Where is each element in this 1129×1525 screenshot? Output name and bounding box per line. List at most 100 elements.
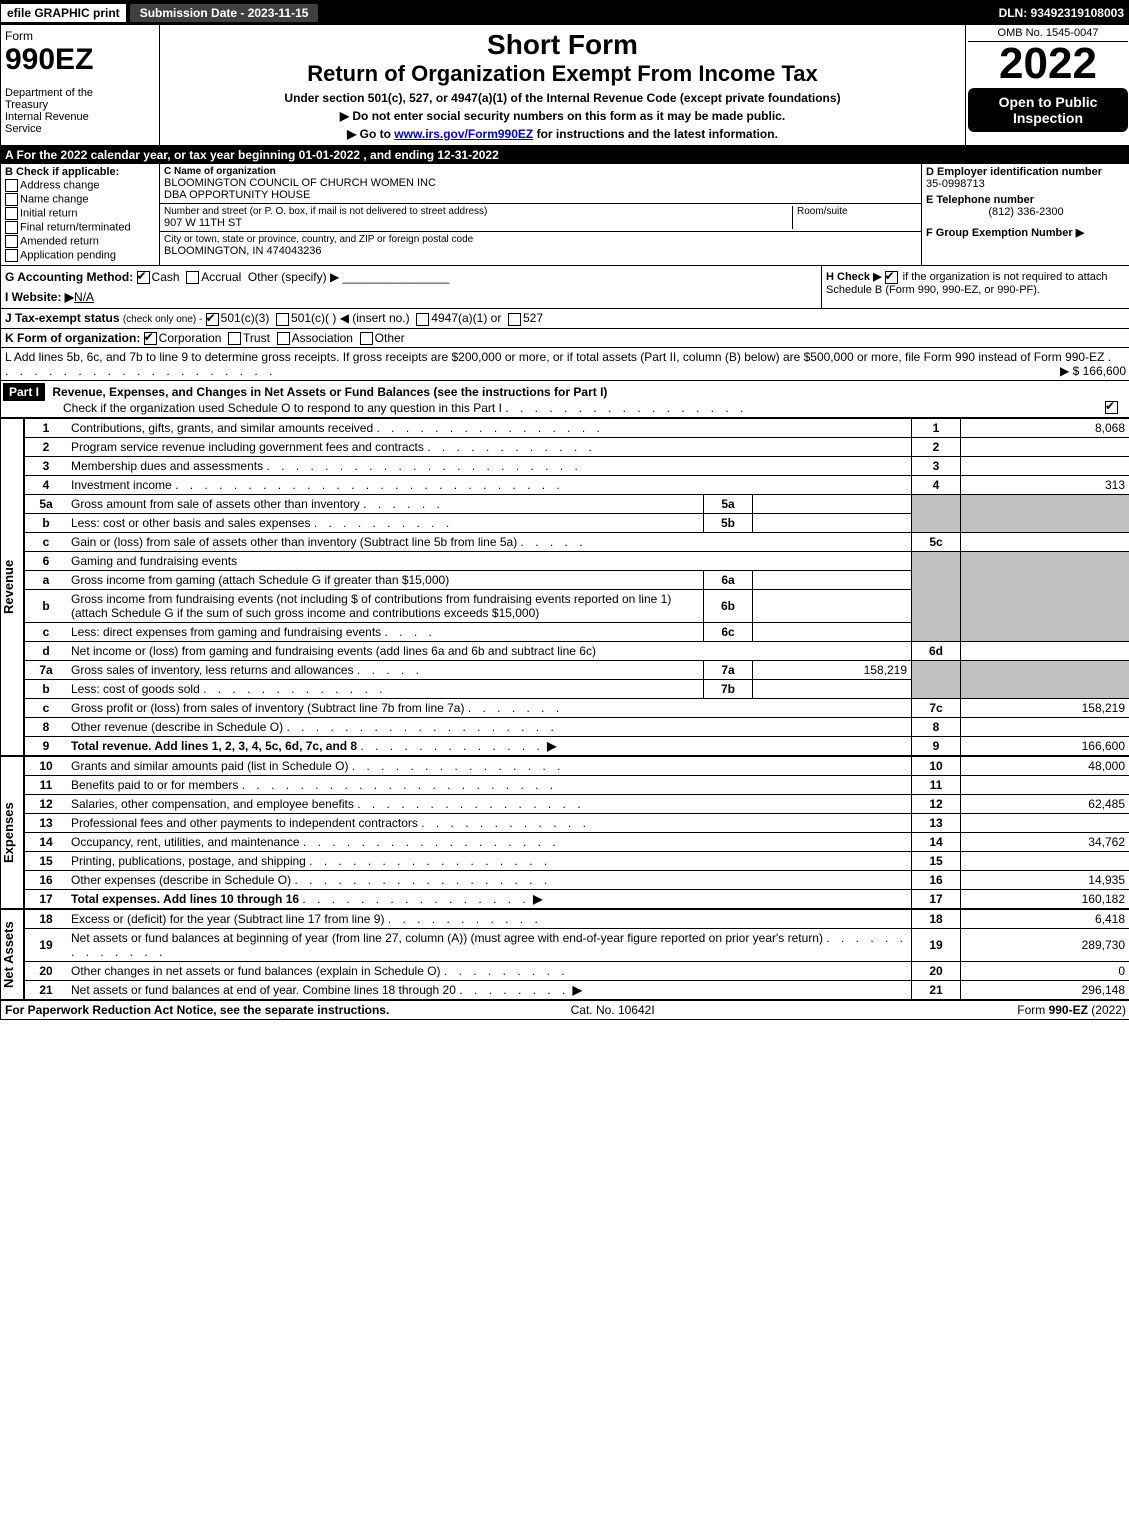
- expenses-section: Expenses 10Grants and similar amounts pa…: [1, 756, 1129, 909]
- line-7a: 7aGross sales of inventory, less returns…: [25, 660, 1129, 679]
- line-14: 14Occupancy, rent, utilities, and mainte…: [25, 832, 1129, 851]
- b-label: B Check if applicable:: [5, 166, 155, 178]
- header-right: OMB No. 1545-0047 2022 Open to Public In…: [965, 25, 1129, 145]
- city-state-zip: BLOOMINGTON, IN 474043236: [164, 245, 917, 257]
- part1-header-row: Part I Revenue, Expenses, and Changes in…: [1, 381, 1129, 418]
- irs-link[interactable]: www.irs.gov/Form990EZ: [394, 127, 533, 141]
- section-b: B Check if applicable: Address change Na…: [1, 164, 160, 265]
- check-corporation[interactable]: [144, 332, 157, 345]
- check-accrual[interactable]: [186, 271, 199, 284]
- check-501c3[interactable]: [206, 313, 219, 326]
- check-other-org[interactable]: [360, 332, 373, 345]
- section-def: D Employer identification number 35-0998…: [921, 164, 1129, 265]
- efile-print-label[interactable]: efile GRAPHIC print: [1, 4, 126, 22]
- line-3: 3Membership dues and assessments . . . .…: [25, 456, 1129, 475]
- form-number: 990EZ: [5, 43, 155, 77]
- line-4: 4Investment income . . . . . . . . . . .…: [25, 475, 1129, 494]
- line-6: 6Gaming and fundraising events: [25, 551, 1129, 570]
- check-name-change[interactable]: Name change: [5, 193, 155, 206]
- row-k: K Form of organization: Corporation Trus…: [1, 329, 1129, 348]
- part1-title: Revenue, Expenses, and Changes in Net As…: [48, 383, 611, 401]
- form-990ez-page: efile GRAPHIC print Submission Date - 20…: [0, 0, 1129, 1020]
- line-17: 17Total expenses. Add lines 10 through 1…: [25, 889, 1129, 908]
- check-association[interactable]: [277, 332, 290, 345]
- check-final-return[interactable]: Final return/terminated: [5, 221, 155, 234]
- org-name-block: C Name of organization BLOOMINGTON COUNC…: [160, 164, 921, 204]
- row-h: H Check ▶ if the organization is not req…: [821, 266, 1129, 308]
- form-title-2: Return of Organization Exempt From Incom…: [164, 61, 961, 87]
- row-gh: G Accounting Method: Cash Accrual Other …: [1, 266, 1129, 309]
- line-1: 1Contributions, gifts, grants, and simil…: [25, 418, 1129, 437]
- f-label: F Group Exemption Number ▶: [926, 226, 1126, 239]
- line-6d: dNet income or (loss) from gaming and fu…: [25, 641, 1129, 660]
- submission-date-label: Submission Date - 2023-11-15: [130, 4, 319, 22]
- form-word: Form: [5, 29, 155, 43]
- header-middle: Short Form Return of Organization Exempt…: [160, 25, 965, 145]
- catalog-number: Cat. No. 10642I: [571, 1003, 655, 1017]
- section-bcdef: B Check if applicable: Address change Na…: [1, 164, 1129, 266]
- e-label: E Telephone number: [926, 194, 1126, 206]
- top-bar: efile GRAPHIC print Submission Date - 20…: [1, 1, 1129, 25]
- row-j: J Tax-exempt status (check only one) - 5…: [1, 309, 1129, 328]
- open-to-public-label: Open to Public Inspection: [968, 88, 1128, 132]
- revenue-table: 1Contributions, gifts, grants, and simil…: [24, 418, 1129, 756]
- line-12: 12Salaries, other compensation, and empl…: [25, 794, 1129, 813]
- line-5a: 5aGross amount from sale of assets other…: [25, 494, 1129, 513]
- paperwork-notice: For Paperwork Reduction Act Notice, see …: [5, 1003, 389, 1017]
- check-4947[interactable]: [416, 313, 429, 326]
- line-9: 9Total revenue. Add lines 1, 2, 3, 4, 5c…: [25, 736, 1129, 755]
- expenses-tab: Expenses: [1, 756, 24, 909]
- check-amended-return[interactable]: Amended return: [5, 235, 155, 248]
- org-dba: DBA OPPORTUNITY HOUSE: [164, 189, 917, 201]
- phone-value: (812) 336-2300: [926, 206, 1126, 218]
- row-l: L Add lines 5b, 6c, and 7b to line 9 to …: [1, 348, 1129, 381]
- form-header: Form 990EZ Department of theTreasuryInte…: [1, 25, 1129, 146]
- check-cash[interactable]: [137, 271, 150, 284]
- check-schedule-o[interactable]: [1105, 401, 1118, 414]
- check-527[interactable]: [508, 313, 521, 326]
- line-19: 19Net assets or fund balances at beginni…: [25, 928, 1129, 961]
- check-trust[interactable]: [228, 332, 241, 345]
- line-8: 8Other revenue (describe in Schedule O) …: [25, 717, 1129, 736]
- line-2: 2Program service revenue including gover…: [25, 437, 1129, 456]
- form-subtitle-1: Under section 501(c), 527, or 4947(a)(1)…: [164, 91, 961, 105]
- line-18: 18Excess or (deficit) for the year (Subt…: [25, 909, 1129, 928]
- page-footer: For Paperwork Reduction Act Notice, see …: [1, 1000, 1129, 1019]
- form-subtitle-2: ▶ Do not enter social security numbers o…: [164, 109, 961, 123]
- row-g: G Accounting Method: Cash Accrual Other …: [1, 266, 821, 308]
- gross-receipts-amount: ▶ $ 166,600: [1060, 364, 1126, 378]
- expenses-table: 10Grants and similar amounts paid (list …: [24, 756, 1129, 909]
- line-10: 10Grants and similar amounts paid (list …: [25, 756, 1129, 775]
- revenue-tab: Revenue: [1, 418, 24, 756]
- section-c: C Name of organization BLOOMINGTON COUNC…: [160, 164, 921, 265]
- form-subtitle-3: ▶ Go to www.irs.gov/Form990EZ for instru…: [164, 127, 961, 141]
- line-20: 20Other changes in net assets or fund ba…: [25, 961, 1129, 980]
- line-15: 15Printing, publications, postage, and s…: [25, 851, 1129, 870]
- ein-value: 35-0998713: [926, 178, 1126, 190]
- line-16: 16Other expenses (describe in Schedule O…: [25, 870, 1129, 889]
- street-block: Number and street (or P. O. box, if mail…: [160, 204, 921, 232]
- netassets-section: Net Assets 18Excess or (deficit) for the…: [1, 909, 1129, 1000]
- check-address-change[interactable]: Address change: [5, 179, 155, 192]
- revenue-section: Revenue 1Contributions, gifts, grants, a…: [1, 418, 1129, 756]
- check-initial-return[interactable]: Initial return: [5, 207, 155, 220]
- check-application-pending[interactable]: Application pending: [5, 249, 155, 262]
- row-i: I Website: ▶N/A: [5, 290, 817, 304]
- line-13: 13Professional fees and other payments t…: [25, 813, 1129, 832]
- department-label: Department of theTreasuryInternal Revenu…: [5, 87, 155, 135]
- line-5c: cGain or (loss) from sale of assets othe…: [25, 532, 1129, 551]
- d-label: D Employer identification number: [926, 166, 1126, 178]
- line-11: 11Benefits paid to or for members . . . …: [25, 775, 1129, 794]
- header-left: Form 990EZ Department of theTreasuryInte…: [1, 25, 160, 145]
- row-a-tax-year: A For the 2022 calendar year, or tax yea…: [1, 146, 1129, 164]
- org-name: BLOOMINGTON COUNCIL OF CHURCH WOMEN INC: [164, 177, 917, 189]
- tax-year: 2022: [968, 42, 1128, 86]
- check-schedule-b[interactable]: [885, 271, 898, 284]
- form-version: Form 990-EZ (2022): [1017, 1003, 1126, 1017]
- line-7c: cGross profit or (loss) from sales of in…: [25, 698, 1129, 717]
- check-501c[interactable]: [276, 313, 289, 326]
- website-value: N/A: [74, 290, 94, 304]
- netassets-tab: Net Assets: [1, 909, 24, 1000]
- part1-label: Part I: [3, 383, 45, 401]
- line-21: 21Net assets or fund balances at end of …: [25, 980, 1129, 999]
